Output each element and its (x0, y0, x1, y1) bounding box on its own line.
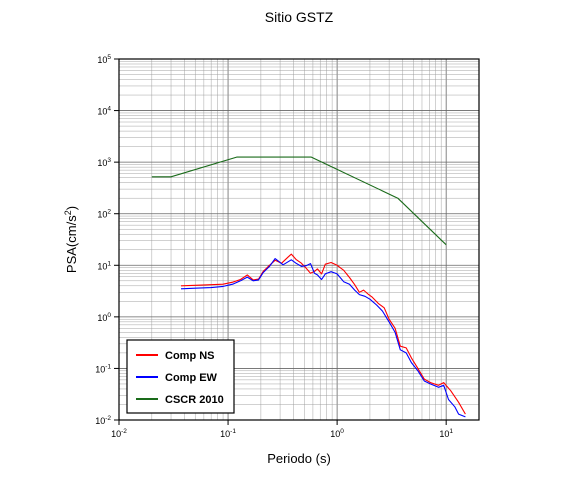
y-tick-label: 103 (97, 157, 111, 168)
y-axis-label-main: PSA(cm/s (64, 215, 79, 273)
y-tick-exp: 4 (107, 106, 111, 113)
y-tick-base: 10 (97, 261, 107, 271)
series-line-2 (151, 156, 447, 246)
y-axis-label: PSA(cm/s2) (63, 206, 79, 273)
y-tick-base: 10 (97, 210, 107, 220)
y-tick-exp: 3 (107, 157, 111, 164)
y-tick-label: 10-1 (95, 363, 111, 374)
x-tick-label: 10-2 (111, 428, 127, 439)
plot-frame (118, 58, 480, 421)
y-tick-exp: 5 (107, 54, 111, 61)
y-tick-base: 10 (95, 416, 105, 426)
legend: Comp NS Comp EW CSCR 2010 (126, 339, 235, 414)
legend-label: CSCR 2010 (165, 394, 224, 406)
x-tick-exp: -2 (121, 428, 127, 435)
x-tick-label: 100 (330, 428, 344, 439)
x-tick-base: 10 (439, 429, 449, 439)
y-tick-exp: -2 (105, 415, 111, 422)
x-tick-label: 10-1 (220, 428, 236, 439)
x-axis-label: Periodo (s) (267, 451, 331, 466)
y-tick-exp: 2 (107, 209, 111, 216)
y-tick-base: 10 (97, 107, 107, 117)
x-tick-base: 10 (111, 429, 121, 439)
y-tick-exp: 0 (107, 312, 111, 319)
y-axis-label-end: ) (64, 206, 79, 210)
legend-items: Comp NS Comp EW CSCR 2010 (136, 350, 224, 406)
series-line-0 (180, 253, 466, 415)
y-tick-label: 104 (97, 106, 111, 117)
legend-label: Comp EW (165, 372, 218, 384)
legend-label: Comp NS (165, 350, 215, 362)
y-tick-label: 10-2 (95, 415, 111, 426)
x-tick-base: 10 (220, 429, 230, 439)
y-tick-label: 101 (97, 260, 111, 271)
x-tick-exp: 1 (449, 428, 453, 435)
x-tick-exp: -1 (230, 428, 236, 435)
y-tick-label: 100 (97, 312, 111, 323)
y-tick-label: 105 (97, 54, 111, 65)
y-tick-exp: 1 (107, 260, 111, 267)
y-tick-base: 10 (95, 364, 105, 374)
x-tick-base: 10 (330, 429, 340, 439)
series-line-1 (180, 258, 466, 418)
y-tick-label: 102 (97, 209, 111, 220)
y-axis-label-sup: 2 (63, 210, 73, 215)
y-tick-exp: -1 (105, 363, 111, 370)
y-tick-base: 10 (97, 158, 107, 168)
y-tick-base: 10 (97, 313, 107, 323)
x-tick-label: 101 (439, 428, 453, 439)
x-tick-exp: 0 (340, 428, 344, 435)
chart-title: Sitio GSTZ (265, 9, 334, 25)
data-series (151, 156, 466, 418)
y-tick-base: 10 (97, 55, 107, 65)
